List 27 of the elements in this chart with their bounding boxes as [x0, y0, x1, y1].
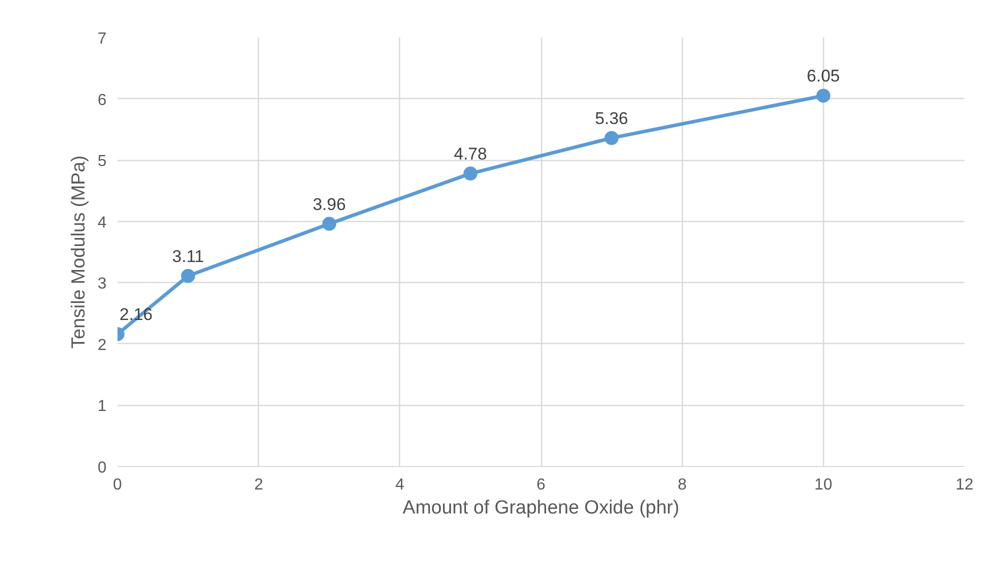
y-tick-label: 3	[98, 276, 107, 293]
x-tick-label: 0	[113, 476, 122, 494]
data-label: 3.96	[312, 194, 346, 214]
x-tick-label: 4	[395, 476, 404, 494]
x-tick-label: 2	[254, 476, 264, 494]
y-tick-label: 4	[98, 214, 107, 232]
y-tick-label: 7	[98, 30, 107, 48]
point	[463, 166, 478, 181]
y-tick-label: 2	[98, 336, 107, 354]
x-axis-title: Amount of Graphene Oxide (phr)	[402, 498, 680, 518]
data-label: 3.11	[172, 246, 204, 266]
point	[181, 268, 196, 283]
point	[322, 216, 336, 231]
x-tick-label: 10	[814, 476, 832, 494]
y-tick-label: 6	[98, 92, 107, 109]
data-label: 5.36	[595, 109, 628, 128]
y-tick-label: 0	[98, 460, 107, 476]
point	[604, 131, 619, 145]
x-tick-label: 12	[956, 476, 974, 494]
data-label: 4.78	[454, 144, 487, 164]
data-label: 6.05	[806, 66, 840, 86]
y-axis-title: Tensile Modulus (MPa)	[68, 155, 90, 349]
y-tick-label: 1	[98, 398, 107, 416]
x-tick-label: 6	[536, 476, 546, 494]
point	[816, 88, 830, 103]
x-tick-label: 8	[678, 476, 687, 494]
y-tick-label: 5	[98, 153, 107, 170]
